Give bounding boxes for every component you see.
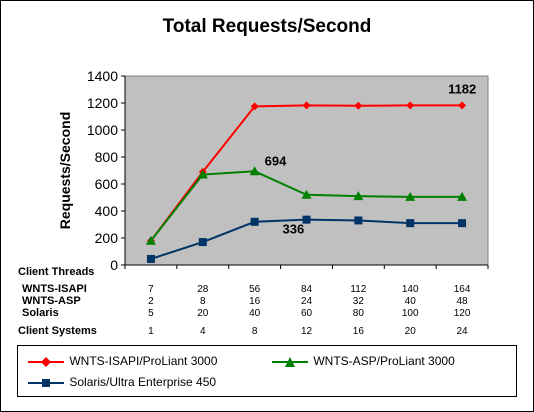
table-cell: 140 xyxy=(402,284,419,295)
chart-title: Total Requests/Second xyxy=(162,16,372,37)
table-row-label: WNTS-ASP xyxy=(22,295,81,307)
table-cell: 5 xyxy=(148,308,154,319)
data-point xyxy=(353,191,364,201)
data-point xyxy=(249,166,260,176)
data-point xyxy=(406,101,415,110)
y-tick-label: 0 xyxy=(110,257,118,273)
table-cell: 2 xyxy=(148,296,154,307)
data-point xyxy=(302,101,311,110)
table-cell: 20 xyxy=(405,326,417,337)
client-threads-label: Client Threads xyxy=(18,266,94,278)
y-tick-label: 400 xyxy=(95,203,119,219)
y-tick-label: 200 xyxy=(95,230,119,246)
table-cell: 12 xyxy=(301,326,313,337)
table-cell: 164 xyxy=(454,284,471,295)
table-cell: 120 xyxy=(454,308,471,319)
table-cell: 56 xyxy=(249,284,261,295)
data-point xyxy=(250,102,259,111)
legend-item-isapi: WNTS-ISAPI/ProLiant 3000 xyxy=(26,354,217,368)
client-systems-label: Client Systems xyxy=(18,325,97,337)
data-point xyxy=(457,191,468,201)
data-point xyxy=(198,238,207,247)
data-point xyxy=(302,215,311,224)
legend-label-asp: WNTS-ASP/ProLiant 3000 xyxy=(313,354,455,368)
legend-swatch-asp xyxy=(272,356,308,367)
table-row-label: Solaris xyxy=(22,307,59,319)
data-label: 1182 xyxy=(448,81,476,96)
table-cell: 24 xyxy=(457,326,469,337)
legend-swatch-isapi xyxy=(28,356,64,367)
table-row-label: WNTS-ISAPI xyxy=(22,283,87,295)
data-label: 336 xyxy=(283,222,305,237)
data-point xyxy=(406,219,415,228)
y-tick-label: 1200 xyxy=(87,95,118,111)
plot-area: 0 200 400 600 800 1000 1200 1400 Requests/Second… xyxy=(18,68,489,337)
table-cell: 32 xyxy=(353,296,365,307)
table-cell: 20 xyxy=(197,308,209,319)
legend-item-asp: WNTS-ASP/ProLiant 3000 xyxy=(270,354,455,368)
table-cell: 48 xyxy=(457,296,469,307)
legend-swatch-solaris xyxy=(28,378,64,387)
table-cell: 24 xyxy=(301,296,313,307)
table-cell: 40 xyxy=(405,296,417,307)
y-axis-label: Requests/Second xyxy=(57,112,73,229)
legend-label-isapi: WNTS-ISAPI/ProLiant 3000 xyxy=(69,354,218,368)
table-cell: 28 xyxy=(197,284,209,295)
table-cell: 8 xyxy=(200,296,206,307)
table-cell: 1 xyxy=(148,326,154,337)
data-point xyxy=(458,101,467,110)
table-cell: 4 xyxy=(200,326,206,337)
table-cell: 16 xyxy=(249,296,261,307)
table-cell: 84 xyxy=(301,284,313,295)
table-cell: 7 xyxy=(148,284,154,295)
y-tick-label: 1400 xyxy=(87,68,118,84)
table-cell: 16 xyxy=(353,326,365,337)
data-point xyxy=(458,219,467,228)
table-cell: 8 xyxy=(252,326,258,337)
table-cell: 112 xyxy=(350,284,366,295)
y-tick-label: 800 xyxy=(95,149,119,165)
y-tick-label: 1000 xyxy=(87,122,118,138)
legend: WNTS-ISAPI/ProLiant 3000 WNTS-ASP/ProLia… xyxy=(17,345,517,397)
data-point xyxy=(354,216,363,225)
data-point xyxy=(405,191,416,201)
data-point xyxy=(354,101,363,110)
table-cell: 100 xyxy=(402,308,419,319)
data-point xyxy=(197,169,208,179)
table-cell: 40 xyxy=(249,308,261,319)
data-point xyxy=(145,235,156,245)
legend-item-solaris: Solaris/Ultra Enterprise 450 xyxy=(26,375,216,389)
legend-label-solaris: Solaris/Ultra Enterprise 450 xyxy=(69,375,217,389)
table-cell: 60 xyxy=(301,308,313,319)
data-point xyxy=(301,189,312,199)
data-point xyxy=(250,217,259,226)
table-cell: 80 xyxy=(353,308,365,319)
data-label: 694 xyxy=(265,153,287,168)
y-tick-label: 600 xyxy=(95,176,119,192)
data-point xyxy=(146,254,155,263)
